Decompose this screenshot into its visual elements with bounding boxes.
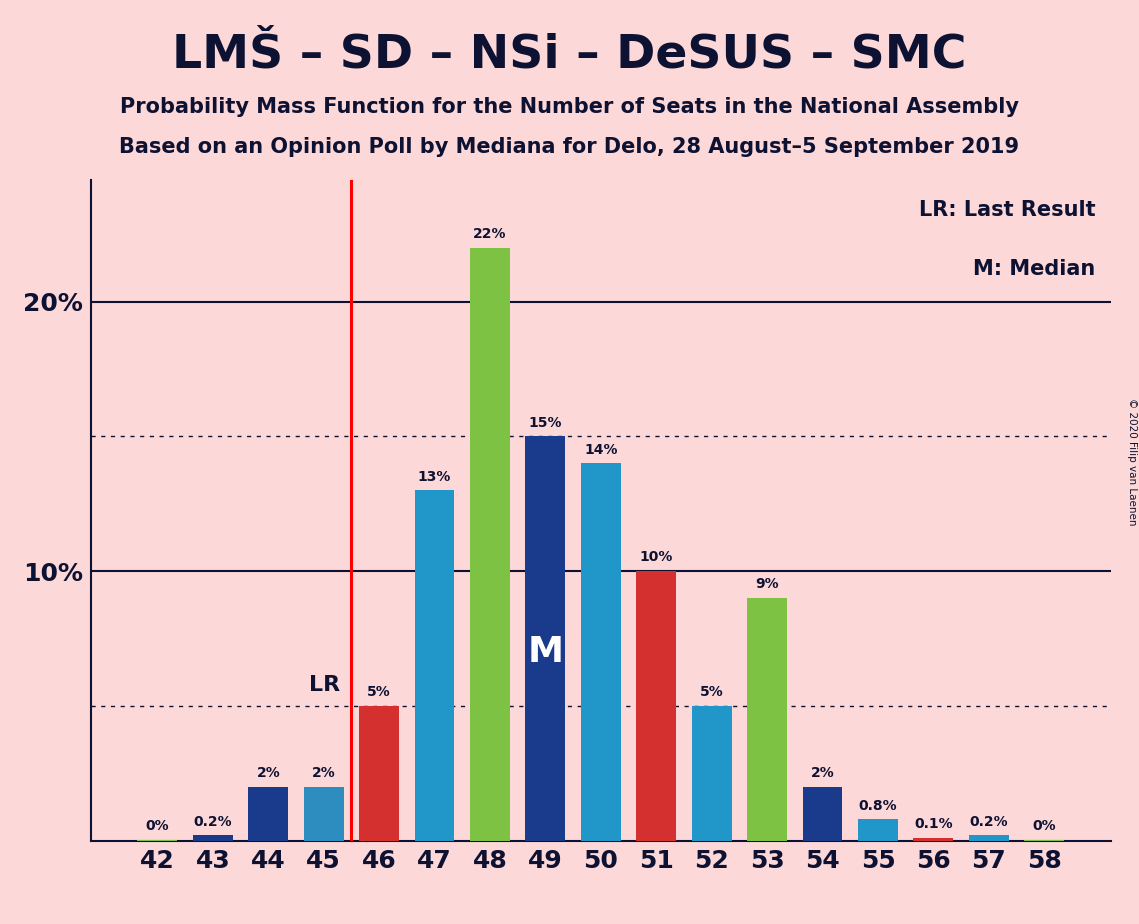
Text: LMŠ – SD – NSi – DeSUS – SMC: LMŠ – SD – NSi – DeSUS – SMC xyxy=(172,32,967,78)
Text: © 2020 Filip van Laenen: © 2020 Filip van Laenen xyxy=(1126,398,1137,526)
Text: LR: LR xyxy=(309,675,341,695)
Text: 9%: 9% xyxy=(755,578,779,591)
Bar xyxy=(747,598,787,841)
Bar xyxy=(470,248,510,841)
Text: 14%: 14% xyxy=(584,443,617,456)
Text: 0.1%: 0.1% xyxy=(915,818,952,832)
Text: M: M xyxy=(527,635,564,669)
Text: 5%: 5% xyxy=(367,686,391,699)
Text: 2%: 2% xyxy=(256,766,280,780)
Bar xyxy=(581,463,621,841)
Bar xyxy=(525,436,565,841)
Bar xyxy=(192,835,232,841)
Text: 0.8%: 0.8% xyxy=(859,798,898,812)
Bar xyxy=(359,706,399,841)
Bar xyxy=(138,840,178,841)
Text: 2%: 2% xyxy=(312,766,336,780)
Bar xyxy=(415,491,454,841)
Bar xyxy=(248,787,288,841)
Text: 13%: 13% xyxy=(418,469,451,483)
Text: Based on an Opinion Poll by Mediana for Delo, 28 August–5 September 2019: Based on an Opinion Poll by Mediana for … xyxy=(120,137,1019,157)
Text: 0.2%: 0.2% xyxy=(969,815,1008,829)
Bar xyxy=(637,571,677,841)
Bar xyxy=(858,820,898,841)
Bar xyxy=(913,838,953,841)
Text: 15%: 15% xyxy=(528,416,563,430)
Text: LR: Last Result: LR: Last Result xyxy=(919,200,1096,220)
Bar xyxy=(969,835,1009,841)
Text: 22%: 22% xyxy=(473,227,507,241)
Text: M: Median: M: Median xyxy=(973,260,1096,279)
Text: 0%: 0% xyxy=(146,819,170,833)
Text: 0.2%: 0.2% xyxy=(194,815,232,829)
Bar xyxy=(1024,840,1064,841)
Bar xyxy=(691,706,731,841)
Bar xyxy=(803,787,843,841)
Text: 5%: 5% xyxy=(699,686,723,699)
Bar xyxy=(304,787,344,841)
Text: 0%: 0% xyxy=(1032,819,1056,833)
Text: Probability Mass Function for the Number of Seats in the National Assembly: Probability Mass Function for the Number… xyxy=(120,97,1019,117)
Text: 2%: 2% xyxy=(811,766,835,780)
Text: 10%: 10% xyxy=(640,551,673,565)
